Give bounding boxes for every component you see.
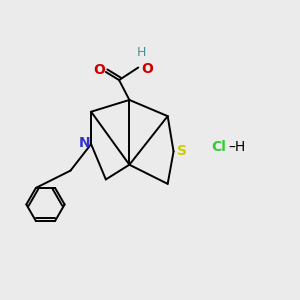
Text: O: O: [141, 62, 153, 76]
Text: Cl: Cl: [212, 140, 226, 154]
Text: H: H: [137, 46, 146, 59]
Text: N: N: [79, 136, 90, 150]
Text: O: O: [93, 63, 105, 76]
Text: –H: –H: [228, 140, 245, 154]
Text: S: S: [177, 145, 188, 158]
